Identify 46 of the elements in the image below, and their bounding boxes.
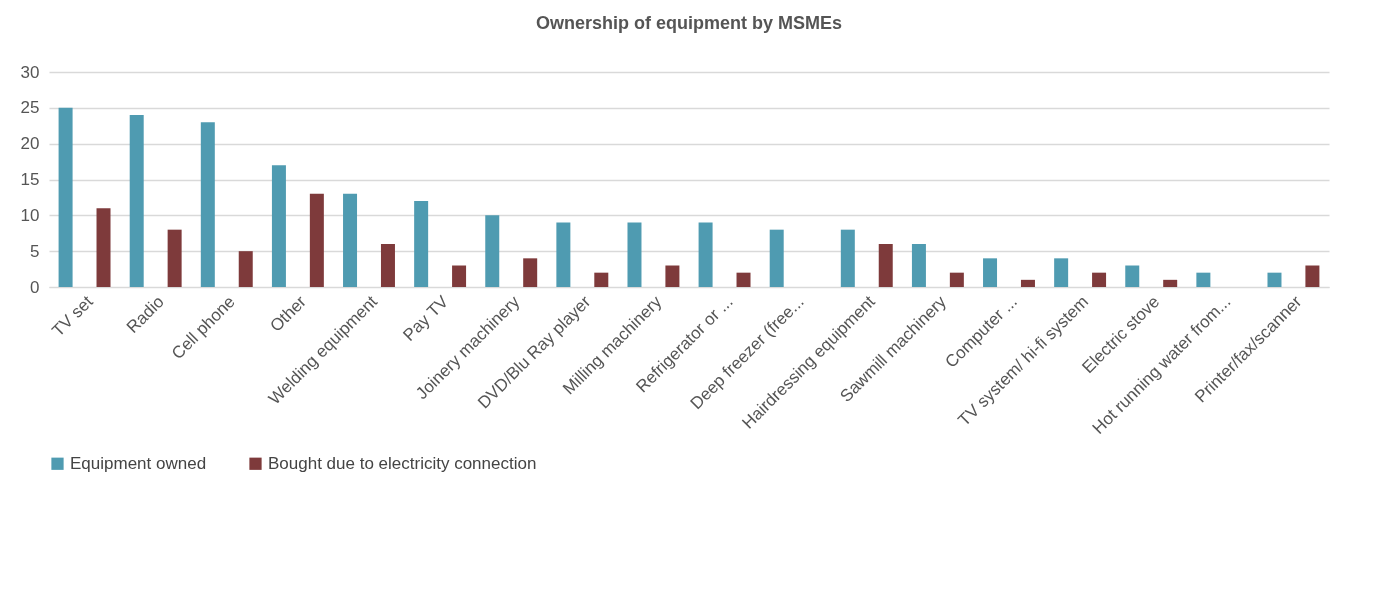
y-tick-label: 10 xyxy=(20,205,40,225)
y-tick-label: 5 xyxy=(30,241,40,261)
bar xyxy=(878,244,893,287)
bar xyxy=(271,165,286,287)
bar xyxy=(167,229,182,287)
legend-label: Equipment owned xyxy=(70,453,207,473)
bar xyxy=(485,215,500,287)
bar xyxy=(911,244,926,287)
bar xyxy=(129,115,144,287)
bar xyxy=(1196,272,1211,287)
legend-label: Bought due to electricity connection xyxy=(268,453,537,473)
bar xyxy=(523,258,538,287)
bar xyxy=(627,222,642,287)
bar xyxy=(380,244,395,287)
bar xyxy=(238,251,253,287)
bar xyxy=(1054,258,1069,287)
bar xyxy=(556,222,571,287)
y-tick-label: 25 xyxy=(20,98,40,118)
x-tick-label: TV set xyxy=(48,291,97,341)
y-tick-label: 20 xyxy=(20,134,40,154)
bar xyxy=(736,272,751,287)
bar xyxy=(58,107,73,287)
bar xyxy=(1092,272,1107,287)
bar xyxy=(665,265,680,287)
bar xyxy=(769,229,784,287)
y-tick-label: 30 xyxy=(20,62,40,82)
bar xyxy=(200,122,215,287)
chart-title: Ownership of equipment by MSMEs xyxy=(535,13,843,33)
y-tick-label: 0 xyxy=(30,277,40,297)
bar xyxy=(452,265,467,287)
bar xyxy=(949,272,964,287)
bar xyxy=(698,222,713,287)
bar xyxy=(1267,272,1282,287)
bar xyxy=(1163,279,1178,287)
bar xyxy=(594,272,609,287)
bar xyxy=(414,201,429,287)
bar xyxy=(1305,265,1320,287)
bar xyxy=(983,258,998,287)
bar xyxy=(343,193,358,287)
bar xyxy=(96,208,111,287)
bar xyxy=(309,193,324,287)
y-tick-label: 15 xyxy=(20,170,40,189)
bar xyxy=(840,229,855,287)
bar xyxy=(1125,265,1140,287)
bar xyxy=(1020,279,1035,287)
x-tick-label: Pay TV xyxy=(399,291,453,345)
